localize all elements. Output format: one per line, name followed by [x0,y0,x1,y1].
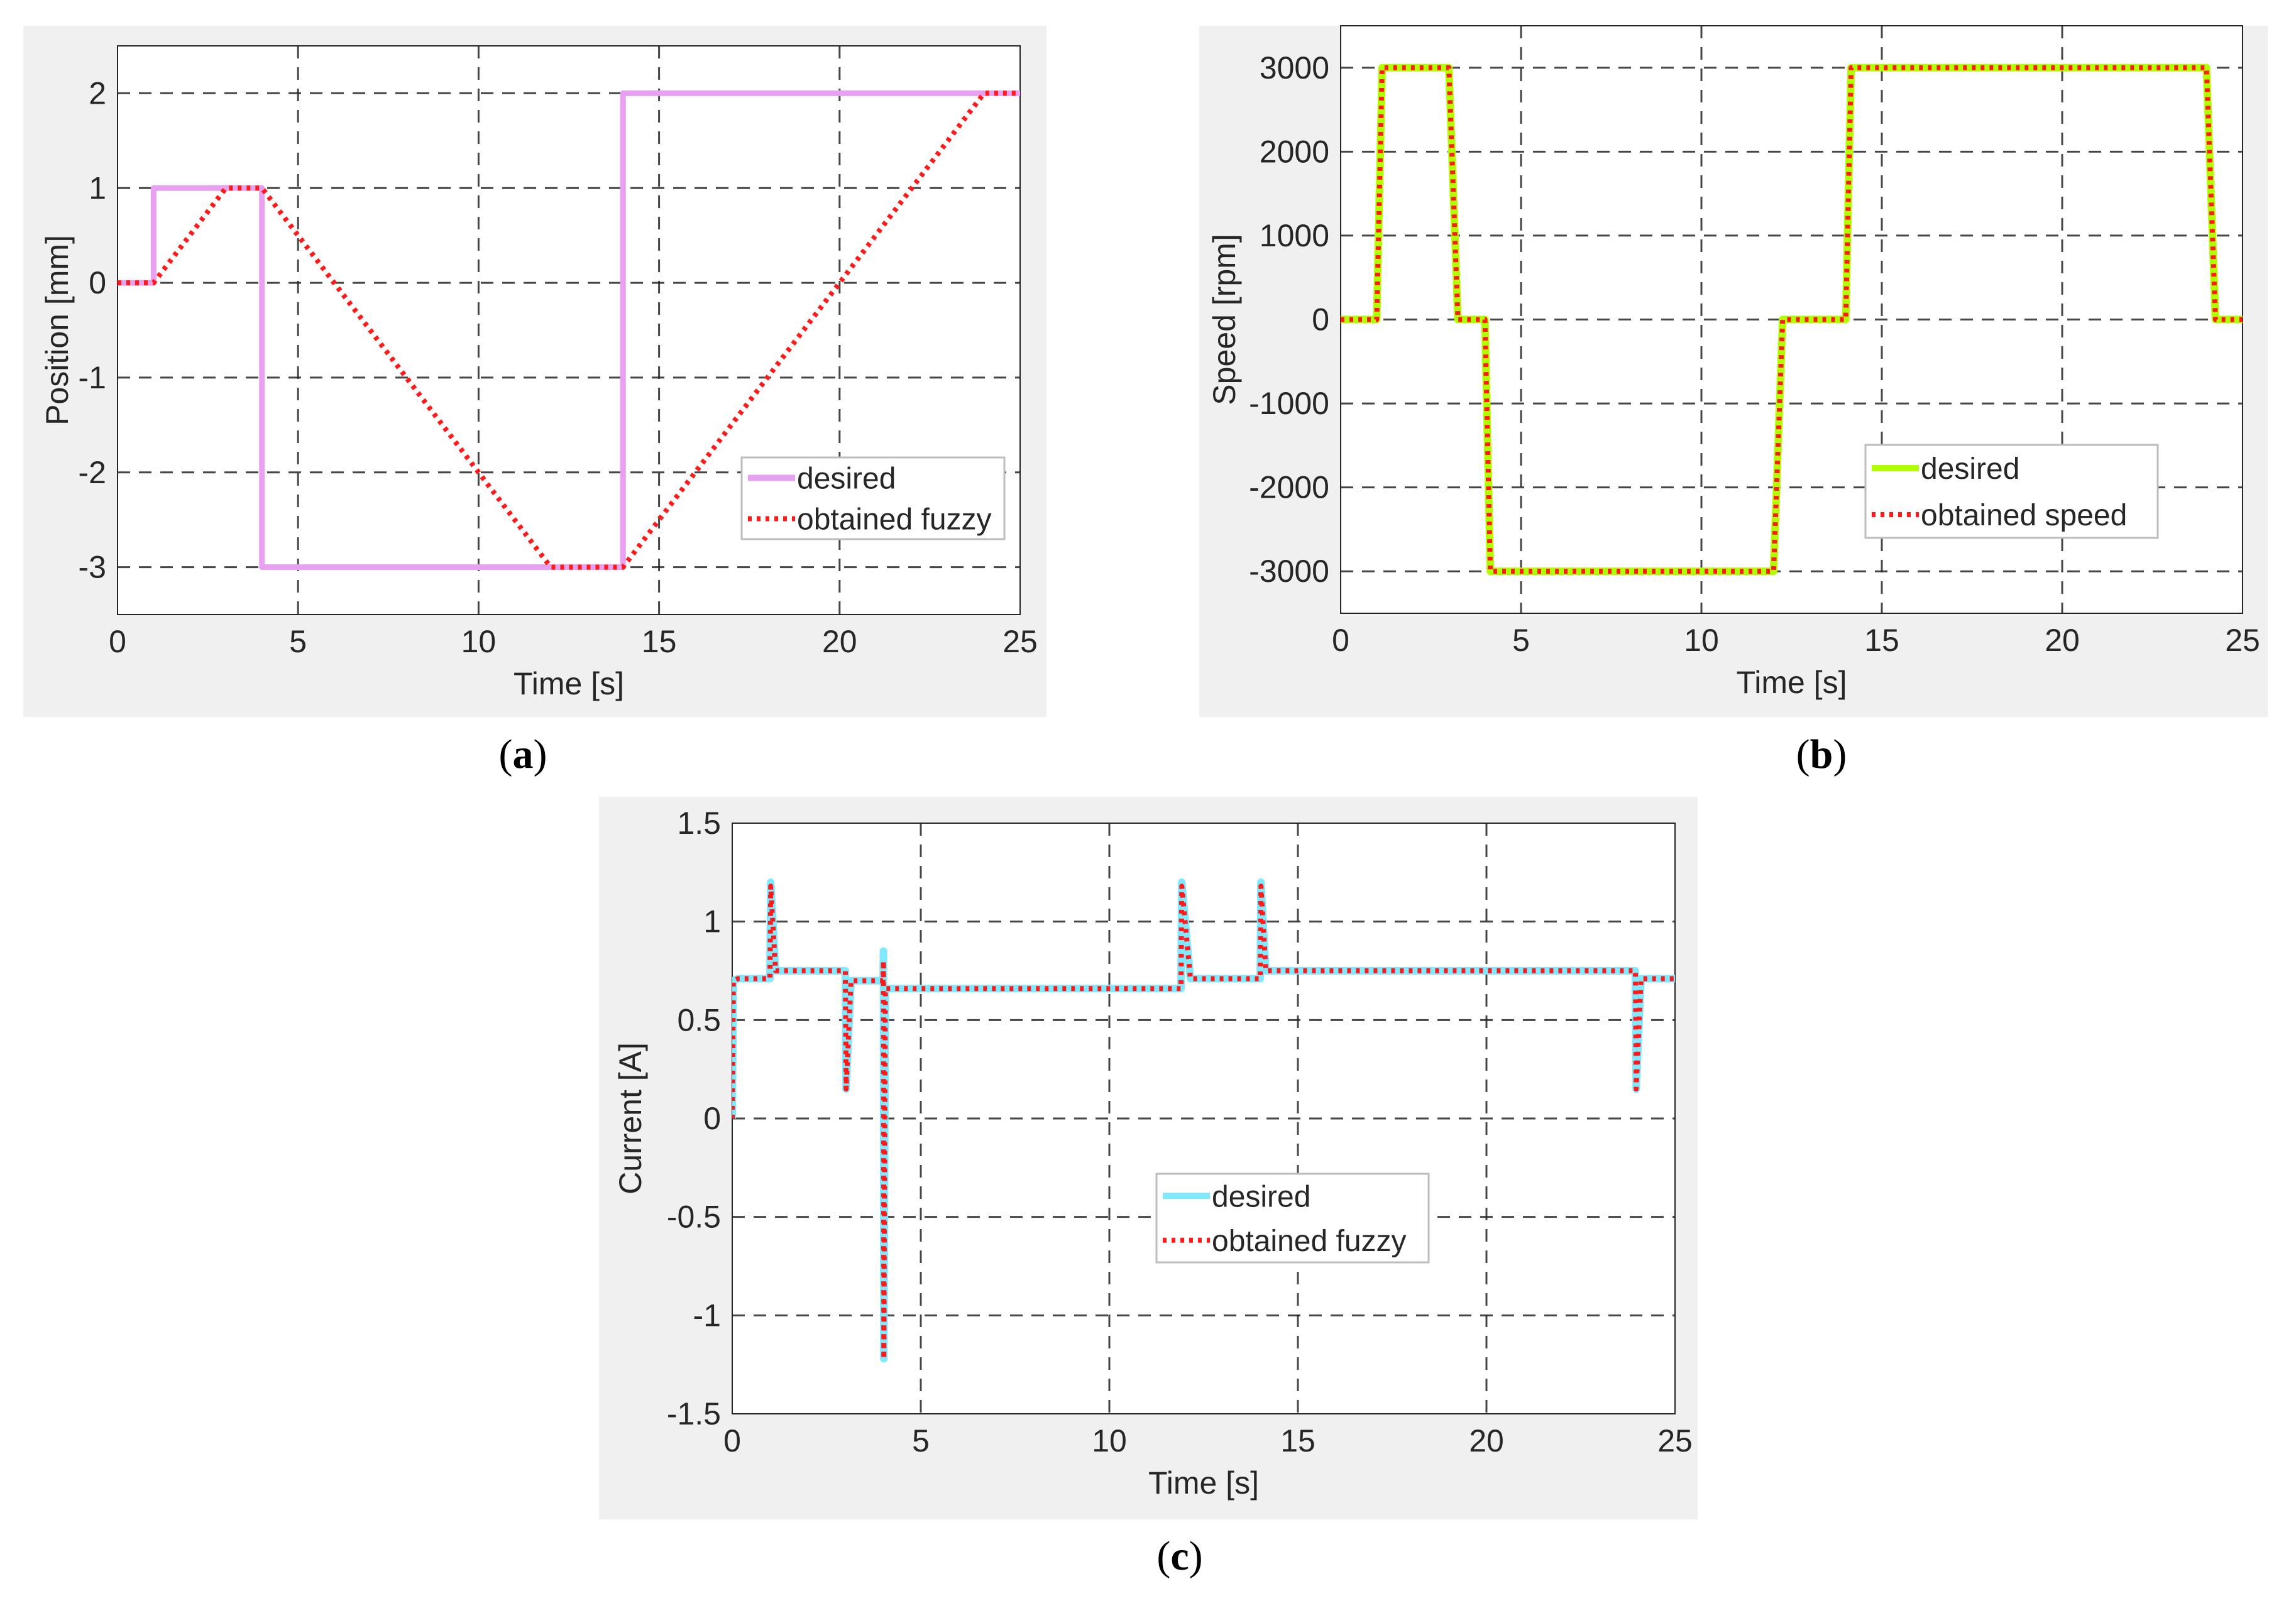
y-tick-label: 1000 [1260,218,1329,253]
x-tick-label: 25 [1002,624,1038,659]
series-line-obtained-fuzzy [118,90,1020,570]
x-tick-label: 25 [2225,623,2260,658]
series-line-desired [118,90,1020,571]
legend-entry-label: desired [1212,1180,1310,1213]
series-line-desired [1341,63,2243,576]
y-axis-label: Speed [rpm] [1207,234,1242,405]
legend-box [1864,444,2159,539]
y-tick-label: 0 [1312,302,1329,337]
panel-caption: (a) [499,731,547,777]
y-tick-label: -3000 [1249,554,1329,589]
x-tick-label: 5 [912,1423,930,1458]
y-tick-label: 3000 [1260,50,1329,85]
y-tick-label: -2 [79,455,106,490]
legend: desired obtained fuzzy [740,456,1006,540]
x-tick-label: 5 [289,624,307,659]
x-tick-label: 0 [723,1423,741,1458]
y-tick-label: -1000 [1249,386,1329,421]
y-tick-label: -2000 [1249,470,1329,505]
series-line-obtained-fuzzy [732,883,1675,1362]
x-tick-label: 20 [1469,1423,1504,1458]
y-tick-label: 2 [89,75,106,111]
chart-a: 0 5 10 15 20 25 -3 -2 -1 0 1 2 Time [s] Position [mm]… [23,26,1046,777]
x-tick-label: 0 [1332,623,1349,658]
x-tick-label: 15 [1280,1423,1316,1458]
x-axis-label: Time [s] [1148,1465,1259,1501]
x-tick-label: 5 [1512,623,1530,658]
panel-caption: (b) [1796,731,1847,777]
legend: desired obtained speed [1864,444,2159,539]
y-tick-label: 1.5 [677,806,721,841]
y-axis-label: Position [mm] [40,235,75,425]
x-tick-label: 20 [822,624,857,659]
y-tick-label: -1 [693,1298,721,1333]
chart-c: 0 5 10 15 20 25 -1.5 -1 -0.5 0 0.5 1 1.5 Time [s] Curr… [599,797,1698,1579]
y-tick-label: 0 [89,265,106,300]
x-tick-label: 10 [461,624,497,659]
y-tick-label: 0 [703,1101,721,1136]
x-tick-label: 25 [1657,1423,1693,1458]
x-tick-label: 15 [1864,623,1899,658]
chart-b: 0 5 10 15 20 25 -3000 -2000 -1000 0 1000 2000 3000 Ti… [1199,25,2268,777]
legend-entry-label: obtained fuzzy [1212,1225,1407,1258]
y-tick-label: -1 [79,360,106,395]
legend-entry-label: desired [797,462,896,496]
legend-box [740,456,1006,540]
y-tick-label: -3 [79,550,106,585]
legend-entry-label: obtained speed [1921,499,2127,532]
legend-box [1155,1173,1430,1264]
panel-caption: (c) [1156,1533,1202,1579]
x-axis-label: Time [s] [1737,665,1847,700]
y-tick-label: 0.5 [677,1002,721,1037]
y-tick-label: -0.5 [667,1200,721,1235]
legend-entry-label: desired [1921,452,2019,486]
x-tick-label: 20 [2045,623,2080,658]
x-tick-label: 0 [109,624,126,659]
legend: desired obtained fuzzy [1155,1173,1430,1264]
x-tick-label: 15 [642,624,677,659]
x-tick-label: 10 [1684,623,1719,658]
x-tick-label: 10 [1092,1423,1127,1458]
y-tick-label: -1.5 [667,1396,721,1431]
x-axis-label: Time [s] [514,666,624,701]
y-tick-label: 2000 [1260,134,1329,169]
y-tick-label: 1 [89,170,106,205]
legend-entry-label: obtained fuzzy [797,503,992,537]
y-tick-label: 1 [703,904,721,939]
y-axis-label: Current [A] [613,1042,648,1195]
